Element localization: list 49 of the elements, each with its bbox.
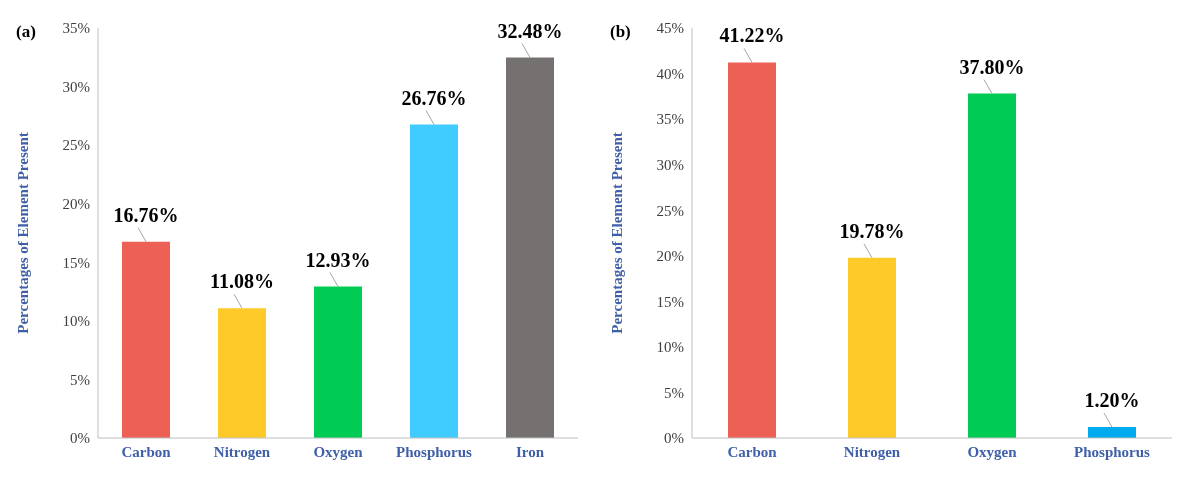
bar (314, 286, 362, 438)
x-tick-label: Phosphorus (1074, 443, 1151, 460)
y-tick-label: 15% (656, 293, 684, 310)
x-tick-label: Nitrogen (843, 443, 901, 460)
bar (728, 62, 776, 438)
y-tick-label: 0% (664, 430, 684, 447)
bar (410, 124, 458, 438)
x-tick-label: Oxygen (967, 443, 1018, 460)
y-tick-label: 40% (656, 65, 684, 82)
y-tick-label: 20% (656, 248, 684, 265)
data-label: 1.20% (1084, 389, 1140, 412)
y-tick-label: 30% (62, 78, 90, 95)
x-tick-label: Nitrogen (213, 443, 271, 460)
y-tick-label: 35% (656, 111, 684, 128)
data-label: 41.22% (719, 24, 785, 47)
data-label: 26.76% (401, 86, 467, 109)
x-tick-label: Phosphorus (396, 443, 473, 460)
y-tick-label: 20% (62, 196, 90, 213)
y-tick-label: 15% (62, 254, 90, 271)
bar (122, 241, 170, 438)
data-label: 16.76% (113, 203, 179, 226)
y-tick-label: 30% (656, 156, 684, 173)
text: (a) (16, 22, 36, 42)
x-tick-label: Iron (515, 443, 545, 460)
data-label: 11.08% (210, 270, 274, 293)
data-label: 12.93% (305, 248, 371, 271)
y-tick-label: 5% (664, 384, 684, 401)
data-label: 37.80% (959, 55, 1025, 78)
bar (848, 257, 896, 438)
bar (968, 93, 1016, 438)
y-tick-label: 25% (656, 202, 684, 219)
bar (506, 57, 554, 438)
x-tick-label: Carbon (121, 443, 172, 460)
bar (1088, 427, 1136, 438)
y-tick-label: 5% (70, 371, 90, 388)
y-tick-label: 45% (656, 20, 684, 37)
data-label: 19.78% (839, 219, 905, 242)
y-tick-label: 10% (656, 339, 684, 356)
y-tick-label: 10% (62, 313, 90, 330)
x-tick-label: Oxygen (313, 443, 364, 460)
data-label: 32.48% (497, 19, 563, 42)
y-tick-label: 25% (62, 137, 90, 154)
bar (218, 308, 266, 438)
x-tick-label: Carbon (727, 443, 778, 460)
y-tick-label: 35% (62, 20, 90, 37)
y-axis-title: Percentages of Element Present (15, 132, 32, 334)
y-tick-label: 0% (70, 430, 90, 447)
y-axis-title: Percentages of Element Present (609, 132, 626, 334)
text: (b) (610, 22, 631, 42)
